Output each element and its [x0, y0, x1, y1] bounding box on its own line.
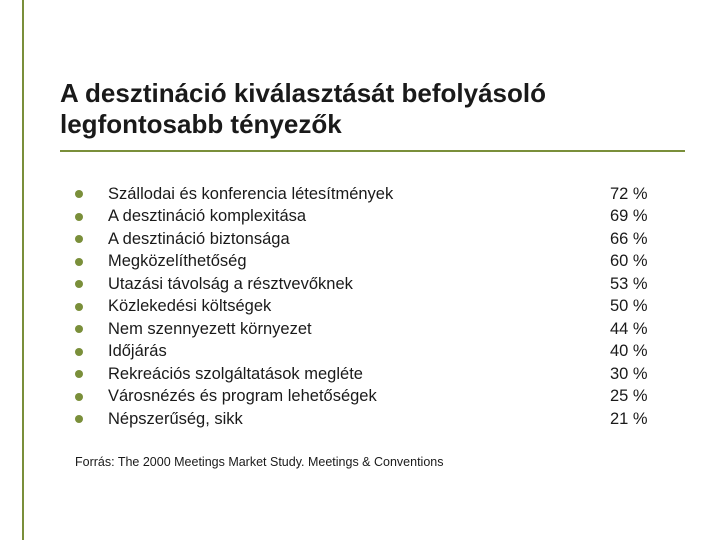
item-label: Nem szennyezett környezet [108, 320, 610, 339]
list-item: Városnézés és program lehetőségek 25 % [75, 386, 675, 409]
bullet-icon [75, 303, 83, 311]
source-citation: Forrás: The 2000 Meetings Market Study. … [75, 455, 443, 469]
item-label: A desztináció biztonsága [108, 230, 610, 249]
item-value: 40 % [610, 342, 675, 361]
item-label: Közlekedési költségek [108, 297, 610, 316]
list-item: A desztináció biztonsága 66 % [75, 228, 675, 251]
item-value: 50 % [610, 297, 675, 316]
title-underline [60, 150, 685, 152]
item-value: 60 % [610, 252, 675, 271]
bullet-icon [75, 190, 83, 198]
item-label: Megközelíthetőség [108, 252, 610, 271]
item-value: 44 % [610, 320, 675, 339]
item-label: Városnézés és program lehetőségek [108, 387, 610, 406]
bullet-icon [75, 348, 83, 356]
item-label: Szállodai és konferencia létesítmények [108, 185, 610, 204]
list-item: Megközelíthetőség 60 % [75, 251, 675, 274]
list-item: Rekreációs szolgáltatások megléte 30 % [75, 363, 675, 386]
bullet-icon [75, 415, 83, 423]
list-item: Népszerűség, sikk 21 % [75, 408, 675, 431]
list-item: Nem szennyezett környezet 44 % [75, 318, 675, 341]
item-value: 53 % [610, 275, 675, 294]
list-item: Közlekedési költségek 50 % [75, 296, 675, 319]
item-value: 25 % [610, 387, 675, 406]
factors-list: Szállodai és konferencia létesítmények 7… [75, 183, 675, 431]
bullet-icon [75, 213, 83, 221]
title-container: A desztináció kiválasztását befolyásoló … [60, 78, 680, 140]
bullet-icon [75, 258, 83, 266]
list-item: A desztináció komplexitása 69 % [75, 206, 675, 229]
item-label: Időjárás [108, 342, 610, 361]
item-label: A desztináció komplexitása [108, 207, 610, 226]
title-line-1: A desztináció kiválasztását befolyásoló [60, 78, 546, 108]
bullet-icon [75, 280, 83, 288]
bullet-icon [75, 235, 83, 243]
title-line-2: legfontosabb tényezők [60, 109, 342, 139]
bullet-icon [75, 370, 83, 378]
slide-title: A desztináció kiválasztását befolyásoló … [60, 78, 680, 140]
list-item: Időjárás 40 % [75, 341, 675, 364]
item-label: Népszerűség, sikk [108, 410, 610, 429]
item-value: 66 % [610, 230, 675, 249]
item-label: Rekreációs szolgáltatások megléte [108, 365, 610, 384]
item-value: 21 % [610, 410, 675, 429]
list-item: Utazási távolság a résztvevőknek 53 % [75, 273, 675, 296]
item-value: 72 % [610, 185, 675, 204]
list-item: Szállodai és konferencia létesítmények 7… [75, 183, 675, 206]
bullet-icon [75, 393, 83, 401]
item-value: 30 % [610, 365, 675, 384]
item-value: 69 % [610, 207, 675, 226]
item-label: Utazási távolság a résztvevőknek [108, 275, 610, 294]
bullet-icon [75, 325, 83, 333]
accent-vertical-line [22, 0, 24, 540]
